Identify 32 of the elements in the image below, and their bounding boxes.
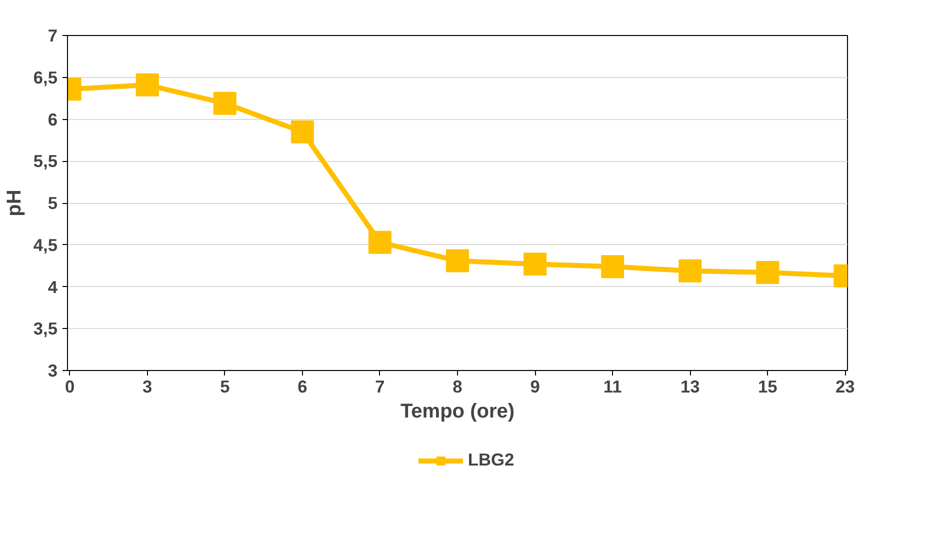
x-tick-label: 13 [680, 376, 700, 396]
point [678, 259, 702, 282]
point [446, 249, 469, 272]
x-axis-title: Tempo (ore) [400, 400, 515, 422]
y-axis-title: pH [3, 190, 26, 216]
y-tick-label: 3,5 [33, 318, 58, 339]
point [136, 73, 159, 96]
x-tick-label: 23 [836, 376, 856, 396]
x-tick-label: 15 [758, 376, 778, 396]
y-tick-label: 4 [48, 276, 58, 297]
y-tick-label: 5 [48, 193, 58, 213]
x-tick-label: 7 [375, 376, 385, 396]
point [524, 252, 547, 276]
point [290, 120, 314, 144]
y-tick-label: 5,5 [33, 151, 58, 172]
x-tick-label: 11 [603, 376, 622, 396]
y-tick-label: 7 [48, 26, 58, 46]
x-tick-label: 3 [142, 376, 153, 396]
point [601, 255, 624, 278]
x-tick-label: 0 [65, 376, 75, 396]
y-tick-label: 3 [48, 360, 58, 380]
point [756, 261, 780, 284]
y-tick-label: 6,5 [33, 67, 58, 88]
point [368, 230, 392, 254]
legend-label: LBG2 [468, 450, 514, 470]
x-tick-label: 6 [298, 376, 308, 396]
x-tick-label: 8 [452, 376, 463, 396]
x-tick-label: 9 [530, 376, 540, 396]
point [213, 92, 236, 115]
y-tick-label: 6 [48, 109, 58, 130]
y-tick-label: 4,5 [33, 234, 58, 255]
x-tick-label: 5 [220, 376, 230, 396]
